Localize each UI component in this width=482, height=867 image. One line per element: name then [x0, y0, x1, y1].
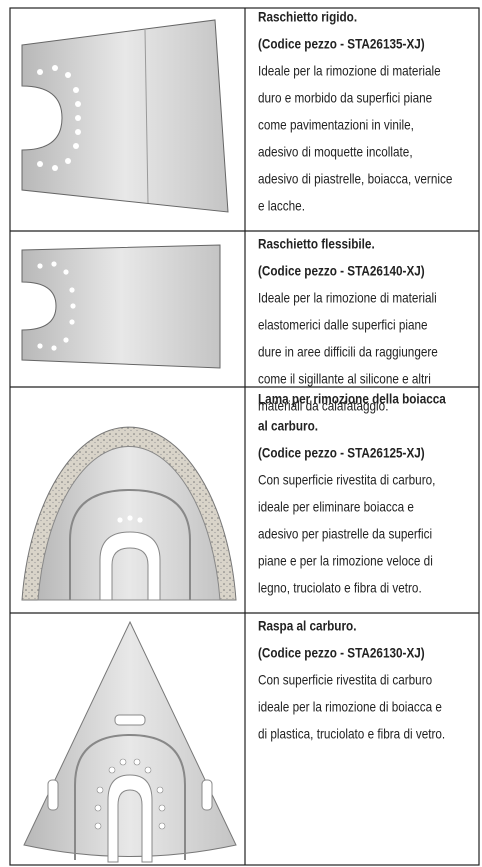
item-title: Raspa al carburo.	[258, 619, 356, 634]
item-description: elastomerici dalle superfici piane	[258, 318, 428, 333]
row-text: Lama per rimozione della boiacca al carbu…	[258, 392, 447, 596]
item-code: (Codice pezzo - STA26125-XJ)	[258, 446, 425, 461]
item-description: come pavimentazioni in vinile,	[258, 118, 414, 133]
item-description: ideale per la rimozione di boiacca e	[258, 700, 442, 715]
item-description: Ideale per la rimozione di materiale	[258, 64, 441, 79]
item-title: Raschietto rigido.	[258, 10, 357, 25]
blade-image	[21, 426, 237, 601]
item-description: ideale per eliminare boiacca e	[258, 500, 414, 515]
item-description: adesivo di piastrelle, boiacca, vernice	[258, 172, 452, 187]
item-description: e lacche.	[258, 199, 305, 214]
item-title: al carburo.	[258, 419, 318, 434]
row-text: Raschietto flessibile. (Codice pezzo - ST…	[258, 237, 438, 414]
item-description: piane e per la rimozione veloce di	[258, 554, 433, 569]
item-description: duro e morbido da superfici piane	[258, 91, 432, 106]
item-description: dure in aree difficili da raggiungere	[258, 345, 438, 360]
blade-image	[21, 244, 221, 369]
row-text: Raschietto rigido. (Codice pezzo - STA261…	[258, 10, 452, 214]
item-description: di plastica, truciolato e fibra di vetro…	[258, 727, 445, 742]
item-description: legno, truciolato e fibra di vetro.	[258, 581, 422, 596]
item-description: Con superficie rivestita di carburo,	[258, 473, 435, 488]
item-title: Raschietto flessibile.	[258, 237, 375, 252]
blade-image	[23, 620, 237, 863]
item-description: adesivo per piastrelle da superfici	[258, 527, 432, 542]
blade-image	[21, 19, 229, 213]
item-title: Lama per rimozione della boiacca	[258, 392, 447, 407]
item-description: adesivo di moquette incollate,	[258, 145, 413, 160]
item-description: Ideale per la rimozione di materiali	[258, 291, 437, 306]
item-description: Con superficie rivestita di carburo	[258, 673, 432, 688]
item-description: come il sigillante al silicone e altri	[258, 372, 431, 387]
item-code: (Codice pezzo - STA26140-XJ)	[258, 264, 425, 279]
row-text: Raspa al carburo. (Codice pezzo - STA2613…	[258, 619, 445, 742]
item-description: materiali da calafataggio.	[258, 399, 388, 414]
item-code: (Codice pezzo - STA26135-XJ)	[258, 37, 425, 52]
item-code: (Codice pezzo - STA26130-XJ)	[258, 646, 425, 661]
table-grid	[9, 7, 480, 866]
